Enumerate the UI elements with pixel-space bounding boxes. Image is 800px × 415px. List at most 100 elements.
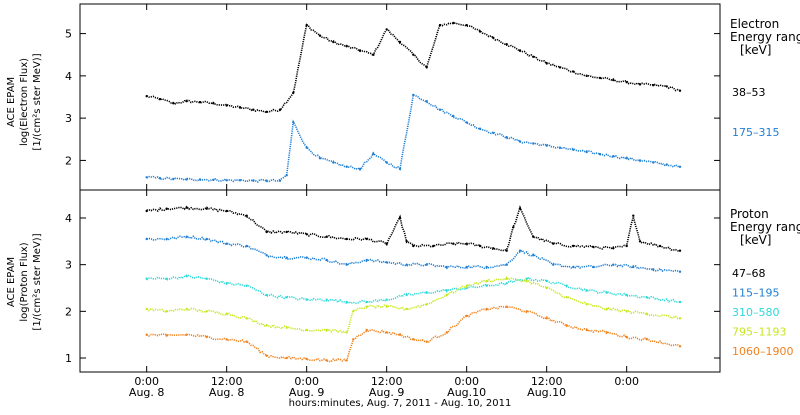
electron-series-0-point	[452, 21, 455, 25]
electron-series-1-point	[598, 152, 602, 156]
proton-series-0-point	[325, 235, 328, 238]
electron-series-1-point	[385, 161, 388, 164]
proton-series-3-point	[605, 307, 608, 311]
proton-ylabel-line1: ACE EPAM	[6, 257, 17, 307]
electron-ytick-label: 5	[65, 28, 72, 41]
proton-series-3-point	[352, 310, 355, 313]
proton-series-1-point	[505, 263, 508, 266]
proton-series-2-point	[285, 296, 288, 299]
electron-series-1-point	[285, 174, 288, 177]
electron-series-0-point	[572, 70, 575, 73]
proton-series-4-point	[545, 317, 548, 320]
electron-series-0-point	[278, 108, 282, 111]
proton-series-1-point	[572, 265, 575, 269]
proton-series-3-line	[146, 276, 681, 335]
electron-series-1-point	[678, 165, 682, 168]
proton-series-1-line	[146, 235, 681, 273]
electron-series-1-point	[265, 179, 268, 182]
electron-ytick-label: 2	[65, 154, 72, 167]
proton-series-4-point	[352, 338, 355, 341]
electron-series-1-point	[518, 140, 522, 143]
electron-series-1-point	[612, 155, 615, 158]
proton-series-2-point	[545, 279, 548, 283]
proton-series-2-point	[645, 296, 648, 299]
proton-series-0-point	[658, 244, 662, 248]
proton-series-0-point	[245, 214, 248, 217]
electron-legend-entry: 175–315	[732, 126, 780, 139]
electron-series-0-point	[492, 36, 495, 39]
proton-legend-entry: 310–580	[732, 306, 780, 319]
proton-legend-title-line3: [keV]	[740, 233, 771, 247]
electron-series-0-point	[318, 34, 322, 37]
proton-series-0-point	[305, 233, 308, 236]
proton-series-0-line	[146, 205, 681, 252]
proton-ytick-label: 3	[65, 259, 72, 272]
electron-legend-title-line2: Energy range	[730, 30, 800, 44]
electron-series-1-point	[665, 163, 668, 166]
proton-series-2-point	[265, 293, 268, 297]
proton-series-1-point	[285, 256, 288, 259]
proton-series-1-point	[465, 265, 468, 269]
proton-series-4-point	[445, 331, 448, 334]
electron-series-0-point	[598, 76, 602, 80]
proton-series-2-point	[245, 284, 248, 287]
x-tick-label: 0:00	[614, 375, 639, 388]
electron-series-0-point	[545, 62, 548, 65]
proton-series-2-point	[605, 291, 608, 294]
proton-series-1-point	[678, 270, 682, 273]
proton-series-4-point	[345, 359, 348, 362]
electron-series-0-point	[372, 53, 375, 56]
electron-series-1-point	[625, 157, 628, 160]
proton-series-1-point	[145, 237, 148, 241]
proton-series-3-point	[145, 307, 148, 311]
electron-series-1-point	[572, 148, 575, 151]
proton-series-2-point	[225, 282, 228, 285]
proton-series-1-point	[405, 263, 408, 266]
proton-series-0-point	[345, 237, 348, 241]
proton-series-3-point	[345, 331, 348, 334]
proton-series-3-point	[325, 328, 328, 332]
proton-series-1-point	[385, 261, 388, 264]
proton-series-0-point	[398, 216, 402, 220]
electron-series-0-point	[558, 66, 562, 69]
proton-series-1-point	[552, 263, 555, 266]
electron-series-0-point	[678, 89, 682, 92]
proton-series-2-point	[565, 284, 568, 287]
x-tick-sublabel: Aug. 8	[129, 386, 164, 399]
proton-series-1-point	[265, 254, 268, 257]
proton-series-3-point	[245, 317, 248, 320]
proton-series-3-point	[405, 307, 408, 311]
proton-series-0-point	[505, 249, 508, 252]
electron-ytick-label: 3	[65, 112, 72, 125]
proton-series-3-point	[525, 279, 528, 283]
proton-series-1-point	[345, 263, 348, 266]
proton-series-0-point	[552, 242, 555, 245]
electron-series-0-point	[265, 110, 268, 114]
electron-ytick-label: 4	[65, 70, 72, 83]
electron-series-1-point	[505, 136, 508, 139]
proton-series-1-point	[518, 249, 522, 252]
proton-series-4-point	[365, 328, 368, 332]
proton-series-1-point	[185, 235, 188, 238]
electron-series-0-point	[398, 40, 402, 44]
proton-series-1-point	[532, 254, 535, 257]
electron-legend-title-line1: Electron	[730, 17, 779, 31]
proton-series-0-point	[612, 247, 615, 250]
electron-panel-frame	[79, 3, 721, 191]
proton-series-0-point	[592, 245, 595, 249]
proton-series-3-point	[185, 307, 188, 311]
x-axis-label: hours:minutes, Aug. 7, 2011 - Aug. 10, 2…	[289, 398, 512, 409]
proton-series-2-point	[185, 275, 188, 278]
proton-series-1-point	[325, 258, 328, 262]
proton-series-3-point	[565, 296, 568, 299]
proton-series-2-point	[678, 300, 682, 304]
proton-series-3-point	[225, 312, 228, 315]
proton-series-0-point	[518, 207, 522, 210]
electron-series-0-point	[625, 81, 628, 84]
proton-series-0-point	[625, 244, 628, 248]
proton-series-0-point	[452, 242, 455, 245]
electron-series-0-point	[465, 23, 468, 27]
electron-series-1-point	[278, 179, 282, 182]
proton-legend-entry: 47–68	[732, 267, 766, 280]
electron-series-1-point	[412, 93, 415, 97]
